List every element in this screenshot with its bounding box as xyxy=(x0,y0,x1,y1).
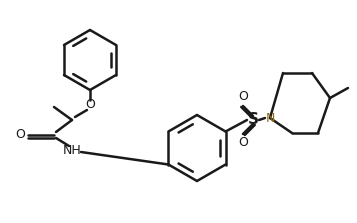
Text: N: N xyxy=(265,112,275,124)
Text: S: S xyxy=(247,112,258,128)
Text: NH: NH xyxy=(62,143,81,157)
Text: O: O xyxy=(238,91,248,103)
Text: O: O xyxy=(15,128,25,142)
Text: O: O xyxy=(85,99,95,112)
Text: O: O xyxy=(238,136,248,149)
